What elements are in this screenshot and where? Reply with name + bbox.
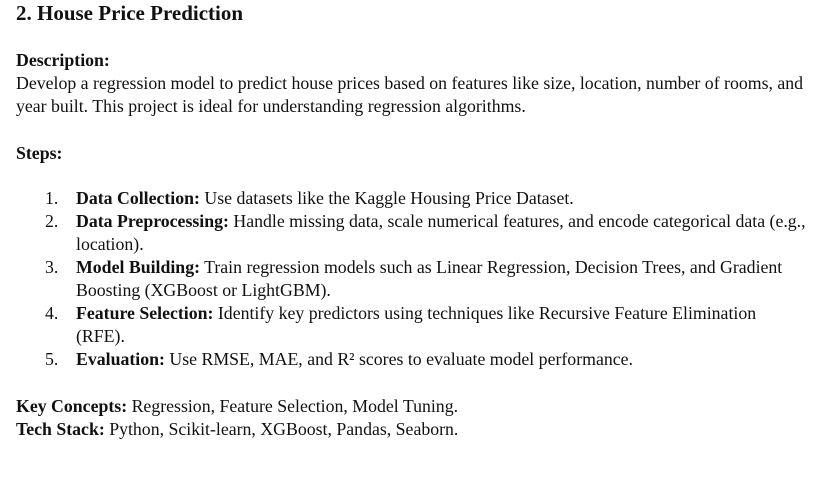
step-label: Data Preprocessing: (76, 211, 229, 231)
tech-stack-label: Tech Stack: (16, 419, 105, 439)
step-label: Data Collection: (76, 188, 200, 208)
step-number: 4. (45, 303, 59, 323)
step-item-feature-selection: 4. Feature Selection: Identify key predi… (16, 302, 806, 348)
step-label: Evaluation: (76, 349, 165, 369)
step-text: Use RMSE, MAE, and R² scores to evaluate… (164, 349, 633, 369)
steps-section-label: Steps: (16, 142, 806, 165)
steps-label: Steps: (16, 143, 63, 163)
step-number: 1. (45, 188, 59, 208)
step-label: Feature Selection: (76, 303, 214, 323)
key-concepts-line: Key Concepts: Regression, Feature Select… (16, 395, 806, 418)
step-text: Identify key predictors using techniques… (76, 303, 757, 346)
key-concepts-text: Regression, Feature Selection, Model Tun… (127, 396, 459, 416)
step-label: Model Building: (76, 257, 200, 277)
steps-list: 1. Data Collection: Use datasets like th… (16, 187, 806, 371)
step-number: 2. (45, 211, 59, 231)
step-item-data-collection: 1. Data Collection: Use datasets like th… (16, 187, 806, 210)
step-item-evaluation: 5. Evaluation: Use RMSE, MAE, and R² sco… (16, 348, 806, 371)
step-text: Use datasets like the Kaggle Housing Pri… (199, 188, 574, 208)
tech-stack-text: Python, Scikit-learn, XGBoost, Pandas, S… (104, 419, 459, 439)
step-item-model-building: 3. Model Building: Train regression mode… (16, 256, 806, 302)
description-label: Description: (16, 50, 110, 70)
description-text: Develop a regression model to predict ho… (16, 73, 804, 116)
step-text: Handle missing data, scale numerical fea… (76, 211, 806, 254)
page-title: 2. House Price Prediction (16, 1, 244, 25)
key-concepts-label: Key Concepts: (16, 396, 128, 416)
step-text: Train regression models such as Linear R… (76, 257, 783, 300)
step-number: 3. (45, 257, 59, 277)
step-number: 5. (45, 349, 59, 369)
description-section-label: Description: (16, 49, 806, 72)
step-item-data-preprocessing: 2. Data Preprocessing: Handle missing da… (16, 210, 806, 256)
tech-stack-line: Tech Stack: Python, Scikit-learn, XGBoos… (16, 418, 806, 441)
